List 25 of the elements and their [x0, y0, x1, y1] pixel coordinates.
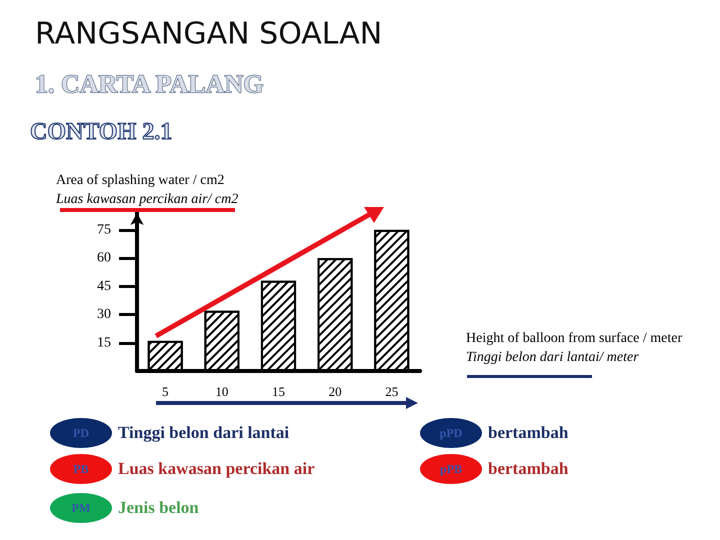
- x-axis-title: Height of balloon from surface / meter Tinggi belon dari lantai/ meter: [466, 329, 686, 367]
- y-tick-label: 30: [97, 307, 111, 322]
- text: CONTOH 2.1: [30, 118, 172, 147]
- y-tick-label: 75: [97, 222, 111, 238]
- oval-badge: PM: [50, 493, 112, 523]
- oval-badge: pPD: [420, 418, 482, 448]
- x-tick-label: 10: [215, 384, 228, 399]
- oval-badge: PB: [50, 454, 112, 484]
- x-tick-label: 25: [385, 384, 398, 399]
- x-tick-label: 5: [162, 384, 169, 399]
- chart-subtitle: 1. CARTA PALANG: [35, 70, 264, 98]
- text: bertambah: [488, 422, 568, 444]
- y-axis-title: Area of splashing water / cm2 Luas kawasan percikan air/ cm2: [56, 171, 238, 209]
- y-tick-label: 15: [97, 335, 111, 350]
- text: Jenis belon: [118, 497, 199, 519]
- x-tick-label: 20: [328, 384, 342, 399]
- y-tick-label: 60: [97, 250, 111, 266]
- text: Tinggi belon dari lantai: [118, 422, 290, 444]
- text: Luas kawasan percikan air: [118, 458, 315, 480]
- text: bertambah: [488, 458, 568, 480]
- chart-title: RANGSANGAN SOALAN: [35, 16, 382, 52]
- y-tick-label: 45: [97, 278, 111, 294]
- oval-badge: pPB: [420, 454, 482, 484]
- oval-badge: PD: [50, 418, 112, 448]
- x-tick-label: 15: [272, 384, 285, 399]
